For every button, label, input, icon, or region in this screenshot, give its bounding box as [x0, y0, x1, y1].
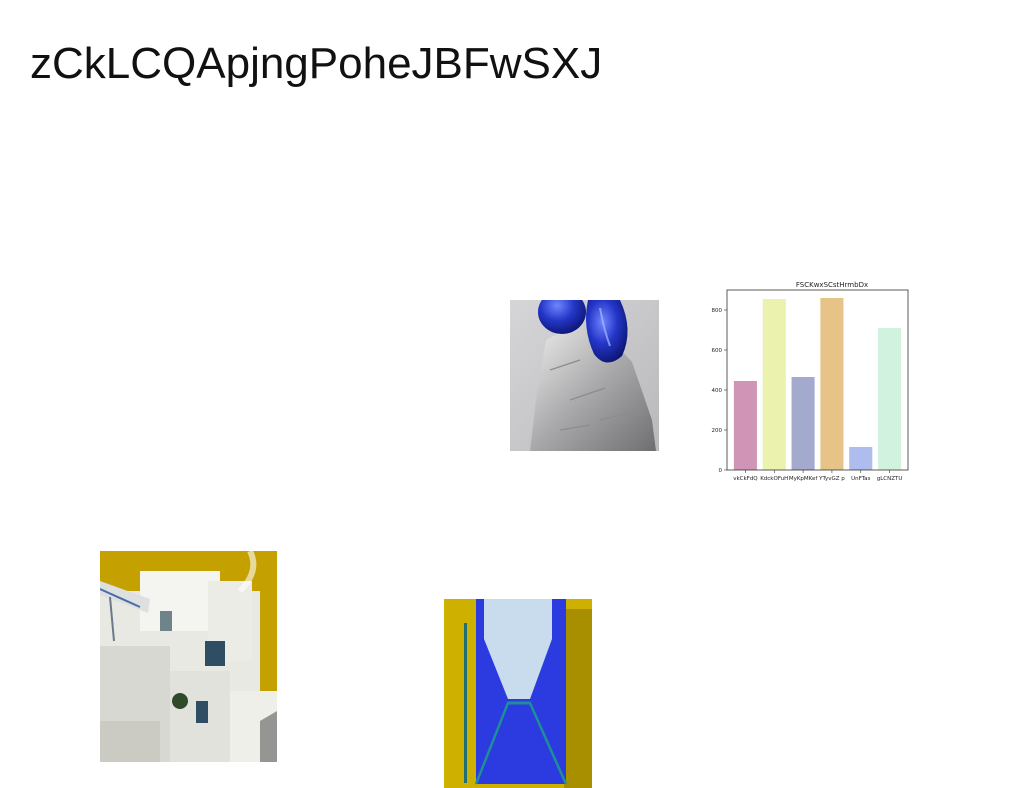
- blue-glass-photo: [510, 300, 659, 451]
- bar-ytyvgz-p: [820, 298, 844, 470]
- x-axis: vkCkFdQ KdckOFuH MyKpMKef YTyvGZ p UnFTas gLC…: [733, 470, 902, 482]
- x-tick-label: vkCkFdQ: [733, 476, 758, 482]
- plot-frame: [726, 289, 909, 471]
- bar-mykpmkef: [791, 377, 815, 470]
- bar-vkckfdq: [733, 381, 757, 470]
- bar-kdckofuh: [762, 299, 786, 470]
- y-tick-label: 200: [712, 428, 723, 434]
- bar-unftas: [849, 447, 873, 470]
- chart-title: FSCKwxSCstHrmbDx: [796, 281, 868, 289]
- blue-envelope-photo: [444, 599, 592, 788]
- bar-chart-svg: FSCKwxSCstHrmbDx 0 200 400 600 800 vkCkFdQ Kd…: [712, 281, 909, 482]
- x-tick-label: gLCNZTU: [877, 476, 903, 482]
- x-tick-label: KdckOFuH: [760, 476, 788, 482]
- x-tick-label: YTyvGZ p: [818, 476, 845, 482]
- y-tick-label: 600: [712, 348, 723, 354]
- white-building-photo: [100, 551, 277, 762]
- page-title: zCkLCQApjngPoheJBFwSXJ: [30, 39, 603, 88]
- bar-chart: FSCKwxSCstHrmbDx 0 200 400 600 800 vkCkFdQ Kd…: [698, 276, 916, 488]
- x-tick-label: UnFTas: [851, 476, 870, 482]
- y-axis: 0 200 400 600 800: [712, 308, 727, 474]
- x-tick-label: MyKpMKef: [789, 476, 819, 482]
- y-tick-label: 400: [712, 388, 723, 394]
- bar-glcnztu: [878, 328, 902, 470]
- bars: [733, 298, 902, 470]
- y-tick-label: 0: [719, 468, 723, 474]
- y-tick-label: 800: [712, 308, 723, 314]
